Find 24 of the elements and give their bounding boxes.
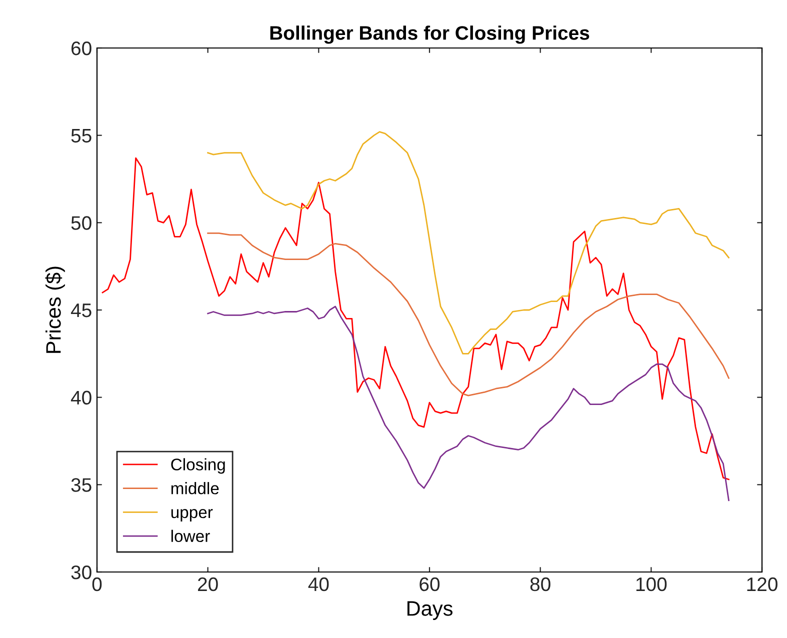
legend-label: middle xyxy=(171,482,219,494)
y-tick-label: 30 xyxy=(71,565,92,580)
y-tick-label: 40 xyxy=(70,390,92,405)
x-tick-label: 40 xyxy=(308,577,329,592)
chart-title: Bollinger Bands for Closing Prices xyxy=(270,26,590,44)
y-tick-label: 55 xyxy=(71,129,92,143)
x-tick-label: 0 xyxy=(92,577,102,592)
y-tick-label: 45 xyxy=(70,304,92,318)
x-tick-label: 60 xyxy=(420,577,440,592)
y-tick-label: 60 xyxy=(72,41,92,56)
x-tick-label: 80 xyxy=(530,577,550,592)
x-tick-label: 20 xyxy=(198,577,218,592)
x-tick-label: 100 xyxy=(636,577,667,592)
y-axis-title: Prices ($) xyxy=(45,266,65,353)
legend-label: Closing xyxy=(171,458,225,474)
line-series xyxy=(207,232,730,396)
line-series xyxy=(207,131,730,354)
line-series xyxy=(102,157,730,480)
x-axis-title: Days xyxy=(407,601,452,620)
x-tick-label: 120 xyxy=(747,577,778,592)
legend-label: upper xyxy=(171,509,213,522)
y-tick-label: 50 xyxy=(71,216,92,230)
y-tick-label: 35 xyxy=(71,478,92,492)
legend-label: lower xyxy=(171,530,210,542)
